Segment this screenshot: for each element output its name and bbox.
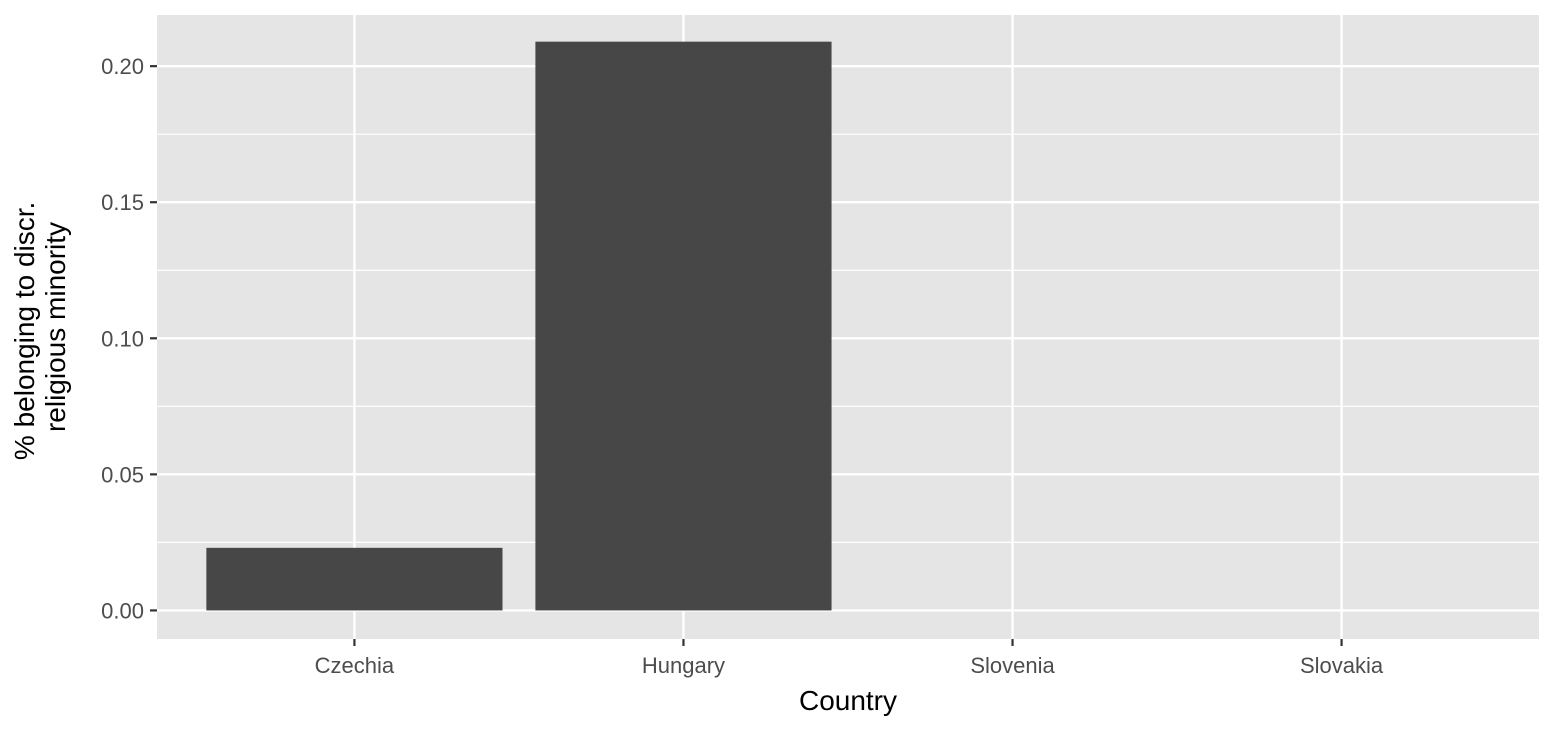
x-axis: Czechia Hungary Slovenia Slovakia [315, 639, 1384, 678]
plot-panel [157, 15, 1539, 639]
bar-hungary [535, 41, 832, 611]
x-tick-label: Slovakia [1300, 653, 1384, 678]
y-axis-title-line-2: religious minority [40, 222, 71, 432]
bars [206, 41, 832, 611]
y-tick-label: 0.00 [101, 598, 144, 623]
bar-czechia [206, 547, 503, 611]
y-tick-label: 0.10 [101, 326, 144, 351]
x-tick-label: Hungary [642, 653, 725, 678]
x-tick-label: Czechia [315, 653, 395, 678]
y-tick-label: 0.20 [101, 54, 144, 79]
x-tick-label: Slovenia [970, 653, 1055, 678]
y-axis: 0.00 0.05 0.10 0.15 0.20 [101, 54, 157, 623]
y-tick-label: 0.15 [101, 190, 144, 215]
y-tick-label: 0.05 [101, 462, 144, 487]
minor-gridlines [157, 133, 1539, 543]
y-axis-title-line-1: % belonging to discr. [9, 202, 40, 460]
y-axis-title: % belonging to discr. religious minority [9, 194, 71, 460]
x-axis-title: Country [799, 685, 897, 716]
